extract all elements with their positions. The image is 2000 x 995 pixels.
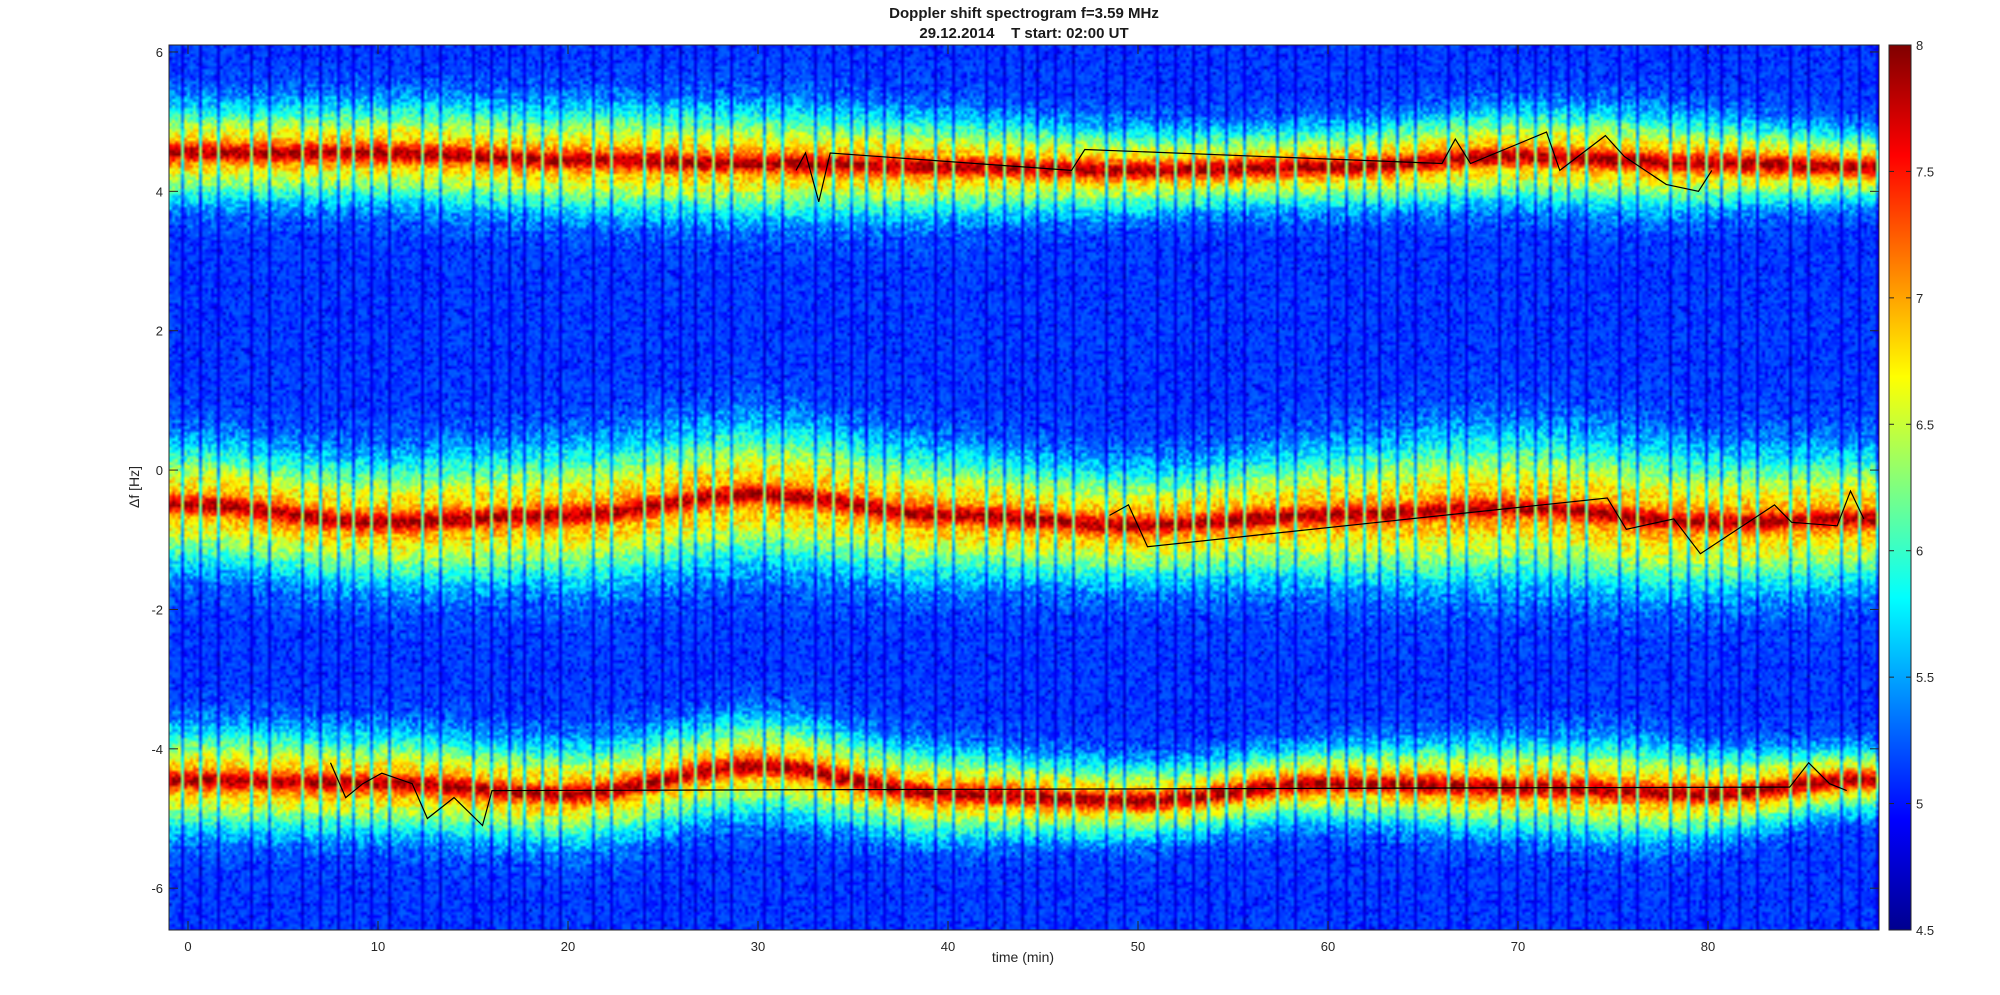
- trace-lines: [329, 131, 1865, 827]
- colorbar-tick-label: 4.5: [1916, 923, 1934, 938]
- trace-line-band-2: [329, 761, 1847, 827]
- colorbar-frame: [1888, 44, 1912, 931]
- x-tick-label: 10: [371, 939, 385, 954]
- y-tick-label: 0: [156, 463, 163, 478]
- x-axis: 0 10 20 30 40 50 60 70 80: [184, 45, 1715, 954]
- plot-frame: [168, 44, 1880, 931]
- colorbar-tick-label: 8: [1916, 38, 1923, 53]
- y-tick-label: 4: [156, 184, 163, 199]
- x-tick-label: 60: [1321, 939, 1335, 954]
- chart-subtitle: 29.12.2014 T start: 02:00 UT: [919, 25, 1128, 42]
- x-axis-label: time (min): [992, 949, 1054, 965]
- y-tick-label: -6: [151, 881, 163, 896]
- x-tick-label: 70: [1511, 939, 1525, 954]
- x-tick-label: 40: [941, 939, 955, 954]
- x-tick-label: 50: [1131, 939, 1145, 954]
- y-tick-label: -2: [151, 602, 163, 617]
- y-axis-label: Δf [Hz]: [126, 466, 142, 508]
- colorbar-tick-label: 7: [1916, 291, 1923, 306]
- colorbar-gradient: [1889, 45, 1911, 930]
- x-tick-label: 0: [184, 939, 191, 954]
- colorbar-ticks: 4.5 5 5.5 6 6.5 7 7.5 8: [1889, 38, 1934, 938]
- y-tick-label: 6: [156, 45, 163, 60]
- y-tick-label: 2: [156, 324, 163, 339]
- colorbar-tick-label: 6.5: [1916, 417, 1934, 432]
- colorbar-tick-label: 6: [1916, 544, 1923, 559]
- trace-line-band-0: [795, 131, 1713, 202]
- y-axis: -6 -4 -2 0 2 4 6: [151, 45, 1879, 896]
- chart-title: Doppler shift spectrogram f=3.59 MHz: [889, 5, 1159, 22]
- y-tick-label: -4: [151, 742, 163, 757]
- spectrogram-heatmap: [169, 45, 1879, 930]
- x-tick-label: 30: [751, 939, 765, 954]
- colorbar: 4.5 5 5.5 6 6.5 7 7.5 8: [1888, 38, 1934, 938]
- colorbar-tick-label: 5.5: [1916, 670, 1934, 685]
- plot-area: [169, 45, 1879, 930]
- x-tick-label: 20: [561, 939, 575, 954]
- x-tick-label: 80: [1701, 939, 1715, 954]
- trace-line-band-1: [1109, 489, 1865, 555]
- colorbar-tick-label: 5: [1916, 797, 1923, 812]
- colorbar-tick-label: 7.5: [1916, 164, 1934, 179]
